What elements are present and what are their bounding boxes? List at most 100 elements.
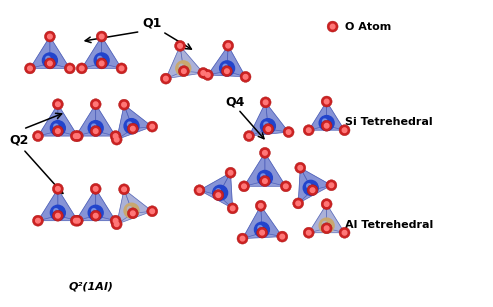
Circle shape [52, 99, 63, 110]
Circle shape [127, 207, 132, 211]
Polygon shape [266, 102, 288, 132]
Circle shape [72, 215, 83, 226]
Circle shape [79, 66, 84, 71]
Circle shape [319, 115, 334, 130]
Circle shape [42, 53, 57, 68]
Circle shape [25, 63, 35, 74]
Circle shape [321, 96, 332, 107]
Circle shape [258, 226, 262, 230]
Circle shape [56, 213, 60, 218]
Polygon shape [82, 37, 102, 68]
Circle shape [227, 203, 238, 214]
Polygon shape [309, 102, 327, 130]
Circle shape [266, 127, 271, 131]
Polygon shape [50, 37, 70, 68]
Circle shape [50, 121, 66, 136]
Polygon shape [180, 46, 203, 73]
Polygon shape [166, 46, 184, 79]
Circle shape [259, 176, 270, 187]
Circle shape [283, 126, 294, 138]
Text: Q²(1Al): Q²(1Al) [68, 282, 113, 291]
Polygon shape [30, 37, 70, 68]
Polygon shape [76, 189, 96, 221]
Circle shape [258, 204, 263, 208]
Circle shape [122, 187, 126, 192]
Circle shape [242, 184, 246, 188]
Polygon shape [309, 228, 345, 233]
Circle shape [119, 99, 130, 110]
Circle shape [307, 128, 311, 133]
Polygon shape [298, 185, 331, 203]
Polygon shape [124, 105, 152, 129]
Circle shape [260, 230, 264, 235]
Circle shape [127, 123, 139, 134]
Circle shape [111, 219, 122, 230]
Circle shape [254, 222, 269, 237]
Text: O Atom: O Atom [345, 21, 391, 32]
Circle shape [246, 134, 251, 138]
Polygon shape [166, 71, 203, 79]
Circle shape [263, 124, 274, 134]
Polygon shape [200, 173, 231, 195]
Polygon shape [243, 206, 282, 239]
Polygon shape [327, 204, 345, 233]
Circle shape [303, 125, 314, 136]
Circle shape [54, 209, 58, 213]
Polygon shape [76, 216, 115, 221]
Circle shape [243, 75, 248, 79]
Polygon shape [243, 206, 262, 239]
Circle shape [281, 181, 291, 192]
Text: Q1: Q1 [143, 16, 162, 29]
Circle shape [277, 231, 288, 242]
Circle shape [324, 99, 329, 104]
Text: Q4: Q4 [225, 96, 245, 109]
Polygon shape [327, 102, 345, 130]
Circle shape [35, 218, 40, 223]
Circle shape [70, 130, 81, 142]
Circle shape [263, 100, 268, 105]
Polygon shape [309, 204, 327, 233]
Circle shape [119, 66, 124, 71]
Circle shape [131, 126, 135, 131]
Circle shape [321, 199, 332, 210]
Circle shape [293, 198, 304, 209]
Polygon shape [30, 37, 50, 68]
Text: Si Tetrehedral: Si Tetrehedral [345, 117, 432, 127]
Polygon shape [76, 131, 115, 136]
Circle shape [124, 203, 139, 218]
Circle shape [295, 162, 306, 173]
Circle shape [198, 68, 209, 79]
Circle shape [98, 56, 102, 61]
Circle shape [321, 223, 332, 234]
Polygon shape [309, 102, 345, 130]
Circle shape [52, 126, 63, 137]
Circle shape [226, 43, 230, 48]
Circle shape [339, 227, 350, 238]
Circle shape [260, 119, 276, 134]
Polygon shape [38, 189, 58, 221]
Circle shape [127, 208, 139, 219]
Polygon shape [265, 153, 286, 186]
Circle shape [150, 124, 154, 129]
Circle shape [124, 119, 139, 134]
Polygon shape [309, 204, 345, 233]
Circle shape [50, 205, 66, 220]
Circle shape [93, 129, 98, 134]
Circle shape [225, 167, 236, 178]
Polygon shape [166, 46, 203, 79]
Circle shape [33, 130, 43, 142]
Polygon shape [38, 189, 78, 221]
Circle shape [201, 71, 206, 75]
Circle shape [244, 130, 254, 142]
Circle shape [296, 201, 301, 206]
Circle shape [28, 66, 32, 71]
Circle shape [176, 61, 191, 76]
Polygon shape [218, 173, 233, 208]
Circle shape [228, 170, 233, 175]
Circle shape [110, 130, 121, 142]
Polygon shape [200, 173, 233, 208]
Circle shape [303, 180, 318, 195]
Polygon shape [38, 104, 78, 136]
Polygon shape [298, 168, 331, 203]
Circle shape [113, 134, 118, 138]
